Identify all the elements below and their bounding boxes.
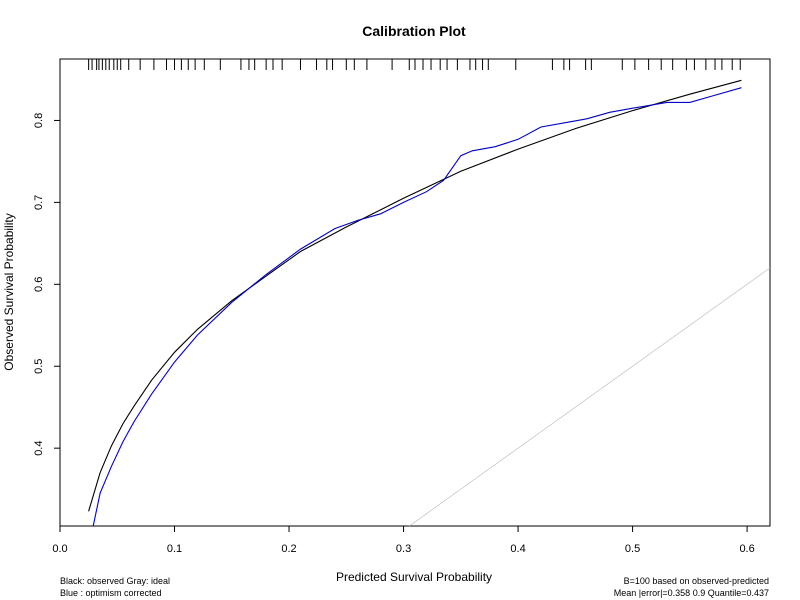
x-axis: 0.0 0.1 0.2 0.3 0.4 0.5 0.6 [52,526,755,555]
observed-line [88,79,742,512]
y-tick-label: 0.6 [33,277,45,292]
chart-title: Calibration Plot [362,23,466,39]
series-lines [88,79,770,526]
x-tick-label: 0.1 [167,543,182,555]
plot-frame [59,58,771,527]
rug-marks [88,59,741,70]
ideal-line [409,267,770,526]
x-tick-label: 0.4 [510,543,525,555]
y-tick-label: 0.7 [33,195,45,210]
x-tick-label: 0.3 [396,543,411,555]
legend-note-optimism: Blue : optimism corrected [60,588,162,598]
y-tick-label: 0.8 [33,113,45,128]
y-tick-label: 0.4 [33,441,45,456]
legend-note-observed-ideal: Black: observed Gray: ideal [60,576,170,586]
x-axis-label: Predicted Survival Probability [336,570,492,584]
x-tick-label: 0.5 [625,543,640,555]
bootstrap-note: B=100 based on observed-predicted [624,576,769,586]
y-axis: 0.4 0.5 0.6 0.7 0.8 [33,113,60,456]
y-axis-label: Observed Survival Probability [2,213,16,370]
y-tick-label: 0.5 [33,359,45,374]
error-summary-note: Mean |error|=0.358 0.9 Quantile=0.437 [614,588,769,598]
x-tick-label: 0.2 [281,543,296,555]
x-tick-label: 0.0 [52,543,67,555]
x-tick-label: 0.6 [739,543,754,555]
optimism-corrected-line [92,87,742,526]
